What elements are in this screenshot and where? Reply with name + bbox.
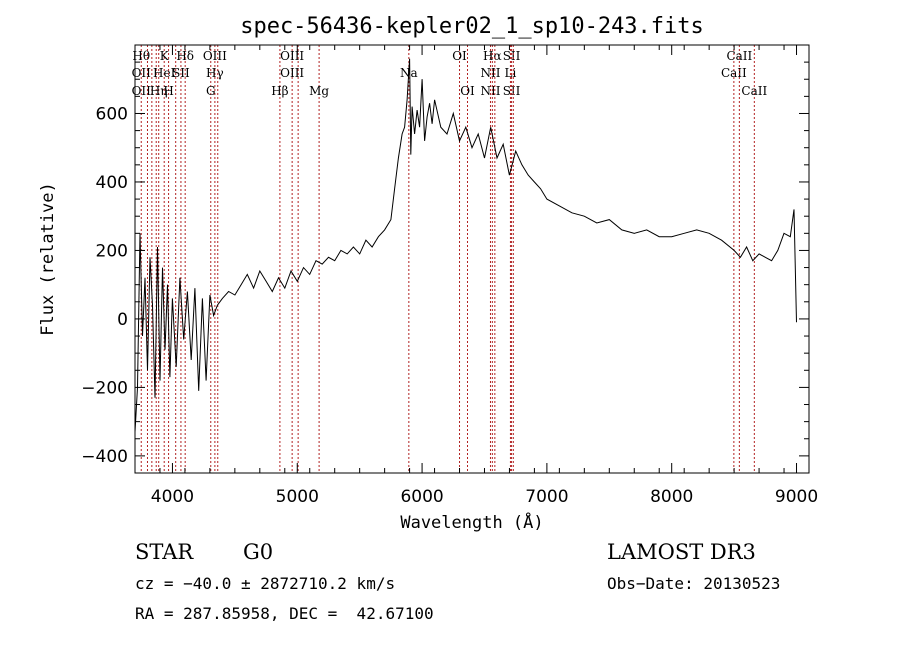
y-tick-label: 0: [117, 310, 128, 330]
x-axis-ticks: 4000 5000 6000 7000 8000 9000: [134, 45, 818, 507]
marker-label: K: [160, 49, 170, 63]
x-axis-label: Wavelength (Å): [400, 511, 543, 533]
marker-label: CaII: [726, 49, 752, 63]
marker-label: Hη: [150, 84, 168, 98]
spectrum-series: [134, 58, 797, 432]
y-tick-label: 200: [96, 241, 128, 261]
marker-label: G: [206, 84, 216, 98]
spectrum-chart: spec-56436-kepler02_1_sp10-243.fits Hθ OI…: [38, 14, 818, 533]
marker-label: CaII: [721, 66, 747, 80]
marker-label: OIII: [280, 66, 304, 80]
marker-label: Hα: [483, 49, 502, 63]
y-tick-label: −400: [81, 447, 128, 467]
marker-label: NII: [480, 66, 500, 80]
marker-label: SII: [172, 66, 190, 80]
plot-frame: [134, 44, 810, 474]
redshift-info: cz = −40.0 ± 2872710.2 km/s: [135, 574, 396, 593]
marker-label: OII: [132, 66, 152, 80]
x-tick-label: 9000: [775, 487, 818, 507]
marker-label: SII: [503, 84, 521, 98]
marker-label: CaII: [741, 84, 767, 98]
marker-label: Li: [505, 66, 517, 80]
coordinates: RA = 287.85958, DEC = 42.67100: [135, 604, 434, 623]
marker-label: OII: [132, 84, 152, 98]
marker-label: Hθ: [132, 49, 150, 63]
y-axis-ticks: −400 −200 0 200 400 600: [81, 61, 809, 467]
marker-label: H: [163, 84, 173, 98]
marker-label: Hγ: [206, 66, 224, 80]
object-class: STAR: [135, 540, 194, 564]
survey-name: LAMOST DR3: [607, 540, 756, 564]
marker-label: OI: [460, 84, 475, 98]
marker-label: OI: [452, 49, 467, 63]
y-tick-label: −200: [81, 378, 128, 398]
x-tick-label: 6000: [400, 487, 443, 507]
x-tick-label: 4000: [151, 487, 194, 507]
x-tick-label: 8000: [650, 487, 693, 507]
marker-label: SII: [503, 49, 521, 63]
y-axis-label: Flux (relative): [38, 182, 58, 336]
marker-label: Hβ: [271, 84, 288, 98]
spectrum-line: [134, 58, 797, 432]
marker-label: HeI: [153, 66, 176, 80]
marker-label: NII: [480, 84, 500, 98]
object-subclass: G0: [243, 540, 274, 564]
chart-title: spec-56436-kepler02_1_sp10-243.fits: [240, 14, 704, 39]
line-markers: HθOIIOIIHηKHeIHSIIHδGOIIIHγHβOIIIOIIIMgN…: [132, 45, 767, 473]
y-tick-label: 600: [96, 104, 128, 124]
marker-label: OIII: [280, 49, 304, 63]
y-tick-label: 400: [96, 173, 128, 193]
obs-date: Obs−Date: 20130523: [607, 574, 781, 593]
x-tick-label: 7000: [525, 487, 568, 507]
marker-label: Mg: [309, 84, 329, 98]
x-tick-label: 5000: [276, 487, 319, 507]
marker-label: OIII: [203, 49, 227, 63]
marker-label: Hδ: [176, 49, 194, 63]
